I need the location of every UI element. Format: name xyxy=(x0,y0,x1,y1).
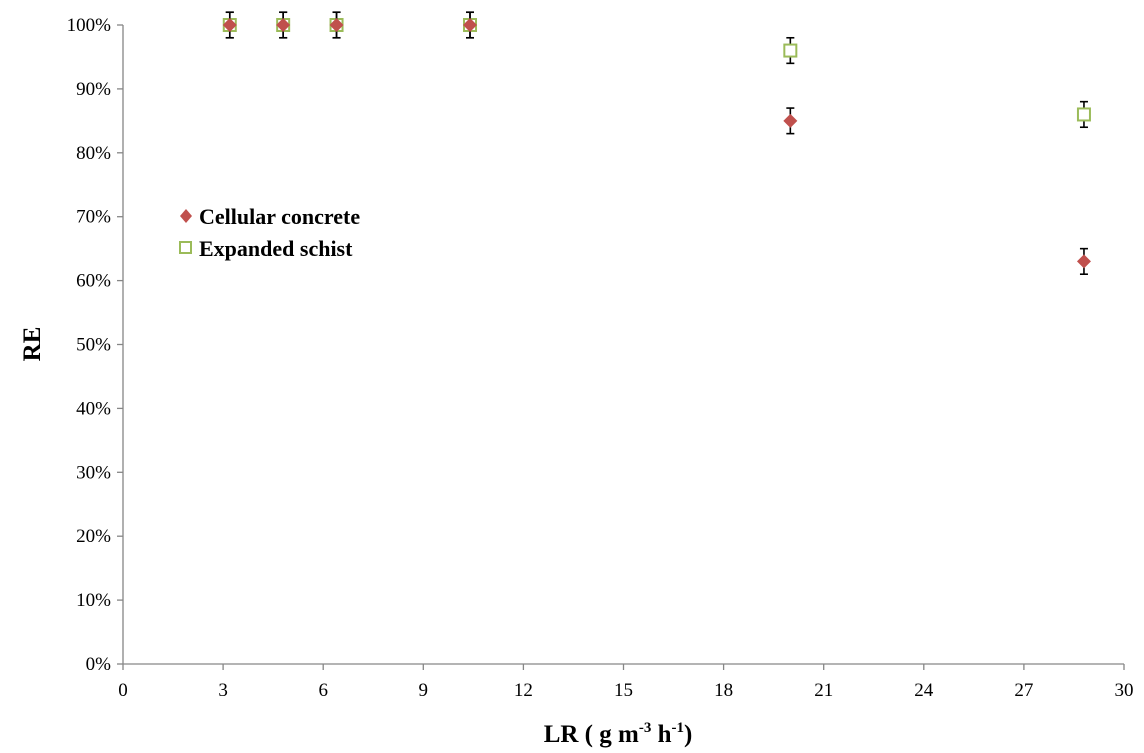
y-tick-label: 60% xyxy=(76,271,111,292)
axes: 0% 10% 20% 30% 40% 50% 60% 70% 80% 90% 100% 0 3 6 9 12… xyxy=(67,15,1134,701)
x-tick-label: 9 xyxy=(419,680,429,701)
data-point-diamond xyxy=(1076,254,1091,269)
y-tick-label: 90% xyxy=(76,79,111,100)
data-point-diamond xyxy=(222,18,237,32)
legend-item-expanded-schist: Expanded schist xyxy=(179,236,353,261)
x-tick-label: 6 xyxy=(318,680,328,701)
x-tick-label: 0 xyxy=(118,680,128,701)
y-tick-label: 20% xyxy=(76,526,111,547)
x-tick-label: 21 xyxy=(814,680,833,701)
x-tick-label: 3 xyxy=(218,680,228,701)
data-point-square xyxy=(1076,107,1091,122)
legend-item-cellular-concrete: Cellular concrete xyxy=(180,204,360,229)
legend-square-icon xyxy=(179,241,192,254)
series-cellular-concrete xyxy=(222,11,1091,276)
data-point-diamond xyxy=(463,18,478,32)
x-tick-label: 12 xyxy=(514,680,533,701)
y-tick-label: 80% xyxy=(76,143,111,164)
legend-label-cellular-concrete: Cellular concrete xyxy=(199,204,360,229)
y-tick-label: 30% xyxy=(76,462,111,483)
y-tick-label: 50% xyxy=(76,335,111,356)
data-point-diamond xyxy=(783,113,798,128)
y-tick-label: 10% xyxy=(76,590,111,611)
legend-label-expanded-schist: Expanded schist xyxy=(199,236,353,261)
data-point-square xyxy=(783,43,798,58)
legend: Cellular concrete Expanded schist xyxy=(179,204,360,261)
y-tick-label: 100% xyxy=(67,15,112,36)
y-tick-label: 40% xyxy=(76,398,111,419)
y-tick-label: 0% xyxy=(86,654,112,675)
x-tick-label: 18 xyxy=(714,680,733,701)
series-expanded-schist xyxy=(222,11,1091,129)
data-point-diamond xyxy=(329,18,344,32)
x-tick-label: 15 xyxy=(614,680,633,701)
legend-diamond-icon xyxy=(180,209,192,223)
y-axis-ticks: 0% 10% 20% 30% 40% 50% 60% 70% 80% 90% 100% xyxy=(67,15,123,675)
y-axis-title: RE xyxy=(19,327,46,362)
y-tick-label: 70% xyxy=(76,207,111,228)
x-axis-title: LR ( g m-3 h-1) xyxy=(544,720,693,748)
data-point-diamond xyxy=(276,18,291,32)
x-tick-label: 27 xyxy=(1014,680,1033,701)
x-tick-label: 30 xyxy=(1115,680,1134,701)
plot-series xyxy=(222,11,1091,276)
x-axis-ticks: 0 3 6 9 12 15 18 21 24 27 30 xyxy=(118,664,1134,701)
x-tick-label: 24 xyxy=(914,680,934,701)
